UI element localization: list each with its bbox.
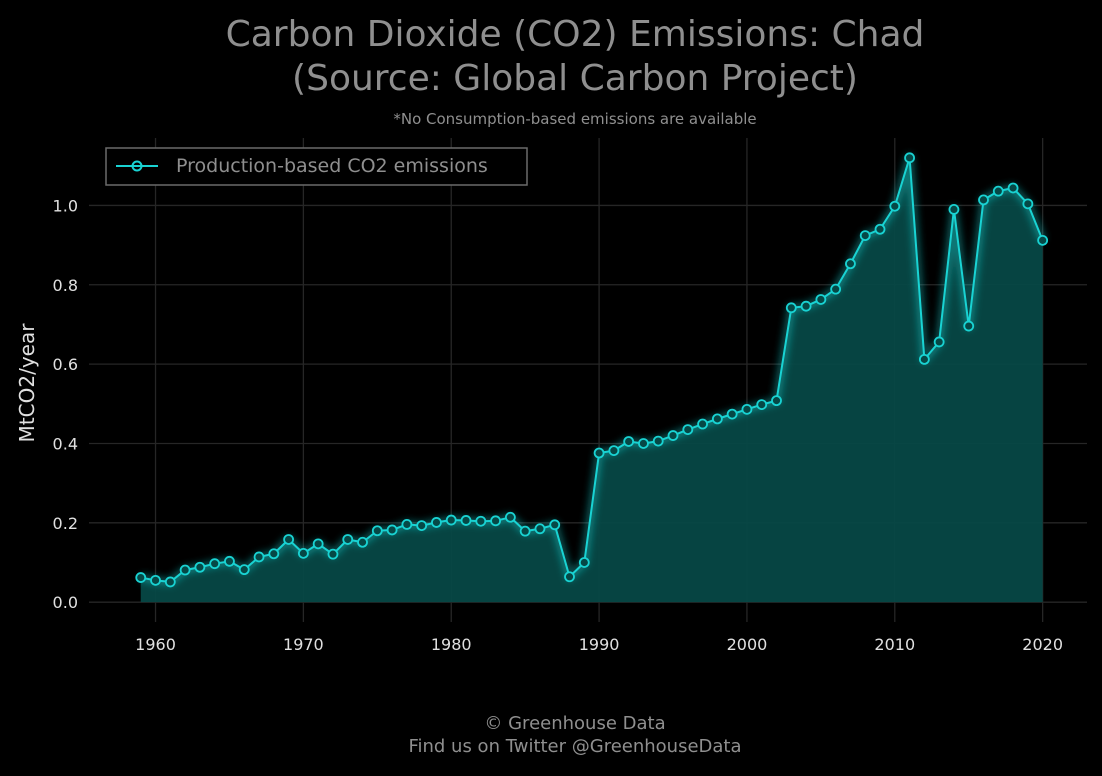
data-point-1959 bbox=[135, 572, 147, 583]
data-point-1978 bbox=[416, 520, 428, 531]
data-point-1962 bbox=[179, 564, 191, 576]
data-point-1964 bbox=[209, 558, 221, 570]
data-point-1967 bbox=[253, 551, 265, 563]
footer-twitter: Find us on Twitter @GreenhouseData bbox=[408, 736, 741, 757]
data-point-2015 bbox=[963, 320, 975, 332]
data-point-2011 bbox=[904, 152, 915, 164]
y-tick-label-0.4: 0.4 bbox=[53, 434, 78, 453]
data-point-1972 bbox=[327, 548, 339, 560]
data-point-2012 bbox=[918, 353, 930, 365]
x-tick-label-2020: 2020 bbox=[1022, 635, 1063, 654]
x-tick-label-2010: 2010 bbox=[874, 635, 915, 654]
data-point-2016 bbox=[978, 194, 989, 206]
data-point-2002 bbox=[771, 395, 782, 407]
area-fill bbox=[140, 157, 1043, 603]
data-point-1987 bbox=[549, 519, 561, 531]
data-point-2004 bbox=[800, 300, 812, 312]
x-tick-label-1990: 1990 bbox=[579, 635, 620, 654]
data-point-1963 bbox=[194, 561, 206, 573]
data-point-1985 bbox=[519, 525, 531, 537]
data-point-1960 bbox=[150, 574, 161, 586]
data-point-1971 bbox=[312, 538, 324, 550]
data-point-1997 bbox=[697, 418, 708, 430]
data-point-1992 bbox=[623, 436, 635, 447]
data-point-1986 bbox=[534, 523, 546, 535]
data-point-2008 bbox=[859, 230, 871, 241]
data-point-1995 bbox=[667, 430, 679, 441]
data-point-1984 bbox=[504, 511, 516, 523]
data-point-1968 bbox=[268, 548, 280, 560]
data-point-2017 bbox=[992, 185, 1004, 197]
data-point-1998 bbox=[711, 413, 723, 425]
x-tick-label-1970: 1970 bbox=[283, 635, 324, 654]
data-point-2020 bbox=[1037, 234, 1049, 246]
chart-title-line2: (Source: Global Carbon Project) bbox=[292, 58, 858, 99]
x-tick-label-1980: 1980 bbox=[431, 635, 472, 654]
data-point-2013 bbox=[933, 336, 945, 348]
legend-box bbox=[105, 147, 528, 186]
data-point-2019 bbox=[1022, 198, 1034, 210]
legend-marker-swatch bbox=[131, 160, 143, 172]
data-point-2018 bbox=[1007, 182, 1019, 194]
chart-subtitle: *No Consumption-based emissions are avai… bbox=[393, 110, 756, 128]
y-tick-label-1: 1.0 bbox=[53, 196, 78, 215]
data-point-2001 bbox=[756, 399, 768, 410]
footer-copyright: © Greenhouse Data bbox=[484, 713, 665, 734]
data-point-1982 bbox=[475, 515, 487, 527]
data-point-2007 bbox=[845, 258, 856, 270]
data-point-1977 bbox=[401, 519, 413, 530]
data-point-1990 bbox=[593, 447, 605, 459]
data-point-1989 bbox=[578, 557, 590, 568]
data-point-1979 bbox=[431, 517, 442, 528]
data-point-1988 bbox=[564, 571, 575, 583]
data-point-2010 bbox=[889, 200, 901, 212]
data-point-1975 bbox=[371, 525, 383, 537]
data-point-1969 bbox=[283, 534, 295, 545]
data-point-2009 bbox=[874, 223, 886, 235]
data-point-1991 bbox=[608, 445, 620, 457]
data-point-1993 bbox=[638, 438, 649, 449]
data-point-1970 bbox=[297, 547, 309, 559]
y-tick-label-0.2: 0.2 bbox=[53, 514, 78, 533]
y-tick-label-0.6: 0.6 bbox=[53, 355, 78, 374]
data-point-1976 bbox=[386, 524, 398, 536]
data-point-2005 bbox=[815, 294, 827, 305]
data-point-1980 bbox=[445, 514, 457, 526]
y-axis-label: MtCO2/year bbox=[15, 323, 39, 443]
data-point-1994 bbox=[652, 435, 664, 447]
y-tick-label-0: 0.0 bbox=[53, 593, 78, 612]
y-tick-label-0.8: 0.8 bbox=[53, 276, 78, 295]
data-point-1999 bbox=[726, 408, 738, 420]
data-point-2000 bbox=[741, 403, 753, 415]
data-point-1973 bbox=[342, 534, 354, 545]
point-layer bbox=[135, 152, 1049, 588]
data-point-1965 bbox=[224, 555, 235, 567]
data-point-1981 bbox=[460, 515, 472, 526]
data-point-2006 bbox=[830, 283, 842, 295]
data-point-1966 bbox=[238, 564, 250, 576]
legend: Production-based CO2 emissions bbox=[105, 147, 528, 186]
data-point-1996 bbox=[682, 424, 694, 435]
axis-layer: 1960 1970 1980 1990 2000 2010 2020 0.0 0.2 0.4 0.6… bbox=[53, 196, 1063, 654]
legend-label: Production-based CO2 emissions bbox=[176, 155, 488, 177]
data-point-1983 bbox=[490, 515, 501, 527]
data-point-2014 bbox=[948, 204, 960, 215]
data-point-2003 bbox=[785, 302, 797, 314]
data-point-1974 bbox=[357, 536, 368, 548]
area-layer bbox=[140, 157, 1043, 603]
chart-title-line1: Carbon Dioxide (CO2) Emissions: Chad bbox=[226, 14, 925, 55]
x-tick-label-2000: 2000 bbox=[727, 635, 768, 654]
x-tick-label-1960: 1960 bbox=[135, 635, 176, 654]
data-point-1961 bbox=[164, 576, 176, 588]
